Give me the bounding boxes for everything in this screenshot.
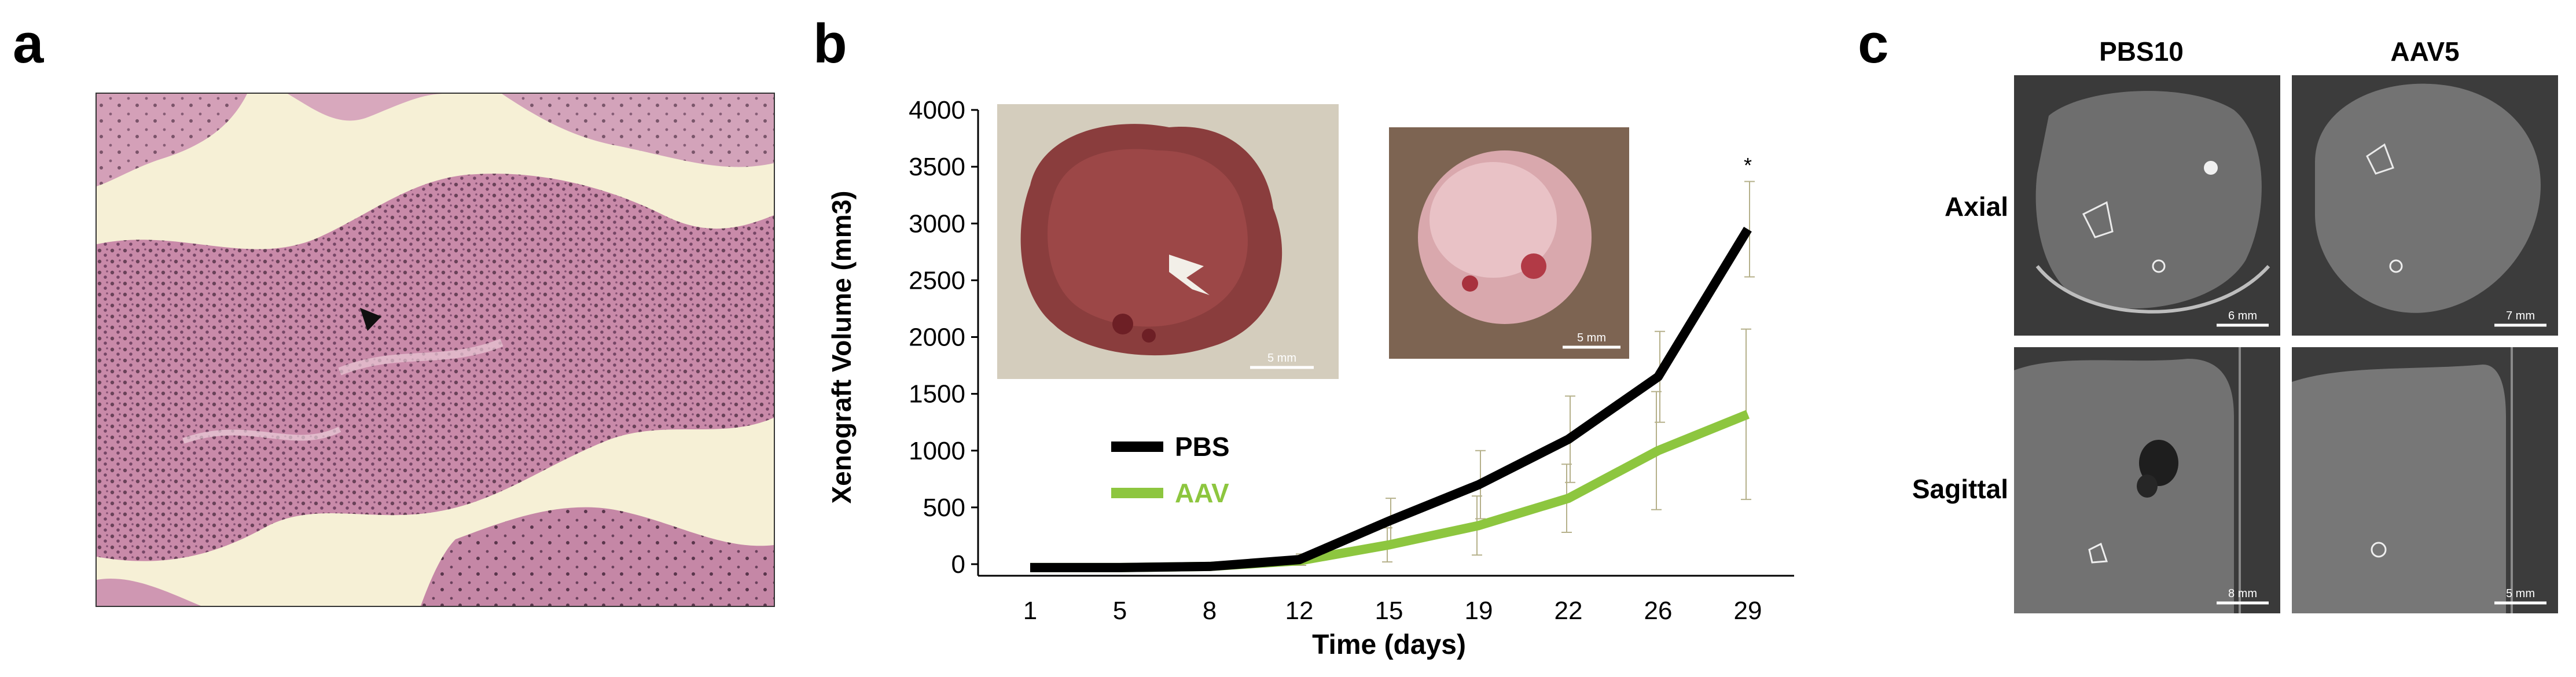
y-tick-label: 0 <box>951 550 965 579</box>
y-axis-label: Xenograft Volume (mm3) <box>826 191 857 504</box>
y-tick-label: 500 <box>923 494 965 522</box>
ct-row-sagittal: Sagittal <box>1912 474 2008 504</box>
x-axis-label: Time (days) <box>1312 630 1466 660</box>
tumor-photo-pbs: 5 mm <box>997 104 1339 379</box>
panel-c-label: c <box>1858 13 1889 75</box>
y-tick-label: 1500 <box>909 380 965 409</box>
x-tick-label: 19 <box>1465 597 1493 625</box>
y-tick-label: 4000 <box>909 96 965 124</box>
y-tick-label: 2000 <box>909 323 965 352</box>
y-tick-label: 3500 <box>909 153 965 181</box>
x-tick-label: 5 <box>1113 597 1127 625</box>
x-tick-label: 1 <box>1023 597 1037 625</box>
panel-b-label: b <box>813 13 847 75</box>
significance-asterisk: * <box>1744 153 1752 177</box>
y-tick-label: 1000 <box>909 437 965 465</box>
y-tick-label: 3000 <box>909 209 965 238</box>
tumor-photo-pbs-scale-text: 5 mm <box>1267 352 1296 365</box>
ct-sagittal-aav: 5 mm <box>2292 347 2558 613</box>
x-tick-label: 29 <box>1734 597 1762 625</box>
panel-a-label: a <box>13 13 44 75</box>
ct-column-pbs10: PBS10 <box>2099 36 2184 67</box>
y-tick-label: 2500 <box>909 266 965 295</box>
ct-sagittal-aav-scale-text: 5 mm <box>2506 587 2535 600</box>
ct-axial-aav-scale-text: 7 mm <box>2506 310 2535 322</box>
series-line-pbs <box>1030 226 1752 572</box>
x-tick-label: 22 <box>1555 597 1583 625</box>
ct-axial-pbs: 6 mm <box>2014 75 2280 336</box>
ct-sagittal-pbs-scale-text: 8 mm <box>2228 587 2257 600</box>
legend-pbs-label: PBS <box>1175 432 1230 462</box>
ct-axial-pbs-scale-text: 6 mm <box>2228 310 2257 322</box>
x-tick-label: 12 <box>1285 597 1314 625</box>
histology-image <box>95 93 775 607</box>
ct-column-aav5: AAV5 <box>2390 36 2460 67</box>
ct-row-axial: Axial <box>1945 192 2008 222</box>
x-tick-label: 15 <box>1375 597 1403 625</box>
tumor-photo-aav: 5 mm <box>1389 127 1629 359</box>
ct-sagittal-pbs: 8 mm <box>2014 347 2280 613</box>
x-tick-label: 26 <box>1644 597 1673 625</box>
x-tick-label: 8 <box>1203 597 1217 625</box>
ct-axial-aav: 7 mm <box>2292 75 2558 336</box>
legend: PBS AAV <box>1111 432 1230 508</box>
tumor-photo-aav-scale-text: 5 mm <box>1577 332 1606 344</box>
legend-aav-label: AAV <box>1175 478 1229 508</box>
